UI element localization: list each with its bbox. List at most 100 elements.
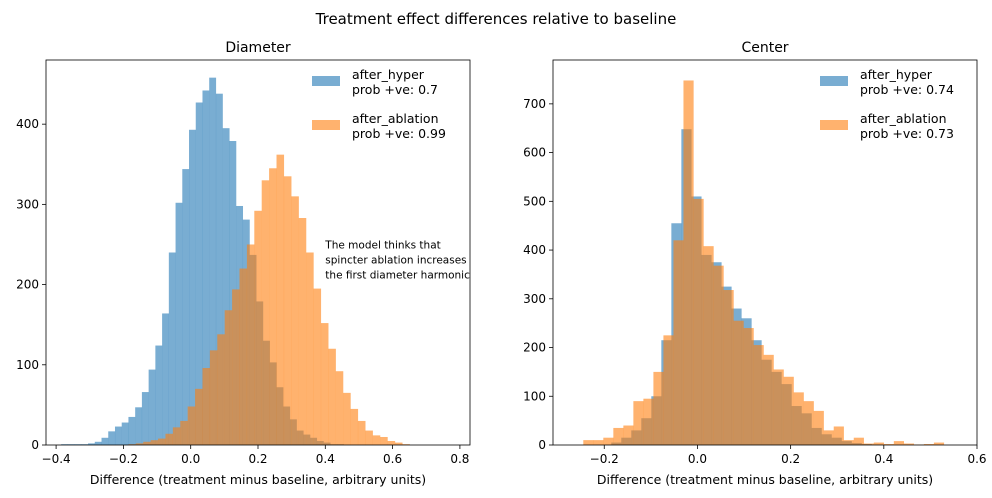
panel-2-plot: −0.2 0.0 0.2 0.4 0.6 0 100 200 300 400 500 600 700 Ce… xyxy=(523,40,986,487)
panel-2-after_ablation-bar xyxy=(923,444,935,445)
panel-1-after_ablation-bar xyxy=(187,406,196,445)
panel-2-after_ablation-bar xyxy=(693,198,704,445)
panel-2-x-tick-label: 0.0 xyxy=(688,452,707,466)
panel-2-after_ablation-bar xyxy=(803,401,814,445)
panel-1-x-tick-label: −0.2 xyxy=(109,452,138,466)
panel-1-after_ablation-bar xyxy=(380,436,388,445)
panel-2-after_ablation-bar xyxy=(663,335,674,445)
panel-1-after_ablation-bar xyxy=(394,442,403,445)
panel-2-x-axis-label: Difference (treatment minus baseline, ar… xyxy=(597,472,933,487)
panel-2-after_ablation-bar xyxy=(863,443,874,445)
panel-2-legend-label-after_ablation: prob +ve: 0.73 xyxy=(860,126,954,141)
panel-2-series-after_ablation xyxy=(583,80,945,445)
panel-1-after_ablation-bar xyxy=(165,433,174,445)
panel-1-legend-label-after_ablation: prob +ve: 0.99 xyxy=(352,126,446,141)
panel-1-annotation-line: the first diameter harmonic xyxy=(325,270,470,282)
panel-1-after_hyper-bar xyxy=(189,129,196,445)
panel-1-after_ablation-bar xyxy=(202,368,211,445)
figure-suptitle: Treatment effect differences relative to… xyxy=(315,10,677,28)
panel-1-after_ablation-bar xyxy=(283,176,292,446)
panel-2-after_ablation-bar xyxy=(583,440,594,445)
panel-2-after_ablation-bar xyxy=(643,398,654,445)
panel-1-after_hyper-bar xyxy=(135,407,143,445)
panel-1-after_ablation-bar xyxy=(172,427,181,445)
panel-1-y-tick-label: 200 xyxy=(16,278,39,292)
panel-1-after_ablation-bar xyxy=(276,154,285,445)
panel-1-after_hyper-bar xyxy=(108,431,116,445)
panel-2-after_ablation-bar xyxy=(843,440,854,445)
panel-1-after_hyper-bar xyxy=(202,90,210,445)
panel-1-y-tick-label: 300 xyxy=(16,197,39,211)
panel-1-legend-swatch-after_ablation xyxy=(312,120,340,130)
panel-2-axes-frame xyxy=(552,59,978,446)
panel-1-after_ablation-bar xyxy=(254,210,262,445)
panel-1-legend-swatch-after_hyper xyxy=(312,76,340,86)
panel-1-after_hyper-bar xyxy=(168,252,176,445)
panel-1-legend-label-after_hyper: after_hyper xyxy=(352,67,425,82)
panel-2-after_ablation-bar xyxy=(733,320,744,445)
panel-2-legend-label-after_ablation: after_ablation xyxy=(860,111,947,126)
panel-1-after_ablation-bar xyxy=(365,430,373,445)
panel-2-y-tick-label: 300 xyxy=(523,292,546,306)
panel-2-y-tick-label: 0 xyxy=(538,438,546,452)
panel-1-after_hyper-bar xyxy=(195,102,203,445)
panel-1-after_ablation-bar xyxy=(372,435,381,446)
panel-2-after_ablation-bar xyxy=(903,443,915,445)
panel-2-after_ablation-bar xyxy=(833,426,844,445)
panel-2-y-tick-label: 600 xyxy=(523,146,546,160)
panel-1-after_hyper-bar xyxy=(141,392,149,445)
panel-1-after_ablation-bar xyxy=(195,388,203,445)
panel-2-after_ablation-bar xyxy=(713,265,724,445)
panel-1-after_hyper-bar xyxy=(182,169,190,445)
panel-2-x-tick-label: −0.2 xyxy=(590,452,619,466)
panel-1-after_ablation-bar xyxy=(224,310,233,445)
panel-1-after_hyper-bar xyxy=(155,345,163,445)
panel-1-after_ablation-bar xyxy=(150,440,159,445)
panel-1-after_ablation-bar xyxy=(209,350,218,445)
panel-2-after_ablation-bar xyxy=(613,427,624,445)
panel-1-after_ablation-bar xyxy=(387,440,396,445)
panel-1-series-after_ablation xyxy=(128,154,410,446)
panel-1-plot: −0.4 −0.2 0.0 0.2 0.4 0.6 0.8 0 100 200 300 400 Diam… xyxy=(16,40,471,487)
panel-1-after_ablation-bar xyxy=(143,441,151,445)
panel-1-y-tick-label: 400 xyxy=(16,117,39,131)
panel-2-legend-label-after_hyper: after_hyper xyxy=(860,67,933,82)
panel-2-after_ablation-bar xyxy=(653,371,664,445)
panel-1-after_ablation-bar xyxy=(350,408,359,445)
panel-2-after_ablation-bar xyxy=(773,369,784,445)
panel-2-after_ablation-bar xyxy=(593,440,604,445)
panel-2-title: Center xyxy=(741,40,788,56)
panel-2-after_ablation-bar xyxy=(823,430,834,445)
panel-2-after_ablation-bar xyxy=(853,437,864,445)
panel-2-x-tick-label: 0.4 xyxy=(874,452,893,466)
panel-1-after_ablation-bar xyxy=(320,323,329,445)
panel-1-after_hyper-bar xyxy=(175,202,183,445)
panel-2-after_ablation-bar xyxy=(793,392,804,445)
panel-1-x-tick-label: 0.6 xyxy=(383,452,402,466)
panel-2-after_ablation-bar xyxy=(813,410,824,445)
panel-2-after_ablation-bar xyxy=(743,328,754,445)
panel-1-after_ablation-bar xyxy=(313,288,322,445)
panel-1-x-axis-label: Difference (treatment minus baseline, ar… xyxy=(90,472,426,487)
panel-2-y-tick-label: 100 xyxy=(523,389,546,403)
panel-2-after_ablation-bar xyxy=(883,444,894,445)
panel-1-after_ablation-bar xyxy=(180,420,188,445)
panel-2-legend-swatch-after_ablation xyxy=(820,120,848,130)
panel-1-after_hyper-bar xyxy=(121,422,129,445)
panel-2-after_ablation-bar xyxy=(893,441,904,445)
panel-2-y-tick-label: 400 xyxy=(523,243,546,257)
panel-2-after_ablation-bar xyxy=(763,354,774,445)
panel-1-annotation-line: The model thinks that xyxy=(324,240,440,252)
panel-1-after_hyper-bar xyxy=(128,416,136,445)
panel-1-after_ablation-bar xyxy=(269,168,277,445)
panel-1-after_ablation-bar xyxy=(357,420,366,445)
panel-2-after_ablation-bar xyxy=(603,437,614,445)
panel-1-after_ablation-bar xyxy=(232,289,240,445)
panel-2-after_ablation-bar xyxy=(683,80,694,445)
panel-1-y-tick-label: 0 xyxy=(31,438,39,452)
panel-1-after_hyper-bar xyxy=(114,426,122,445)
panel-1-x-tick-label: −0.4 xyxy=(42,452,71,466)
panel-1-legend-label-after_ablation: after_ablation xyxy=(352,111,439,126)
